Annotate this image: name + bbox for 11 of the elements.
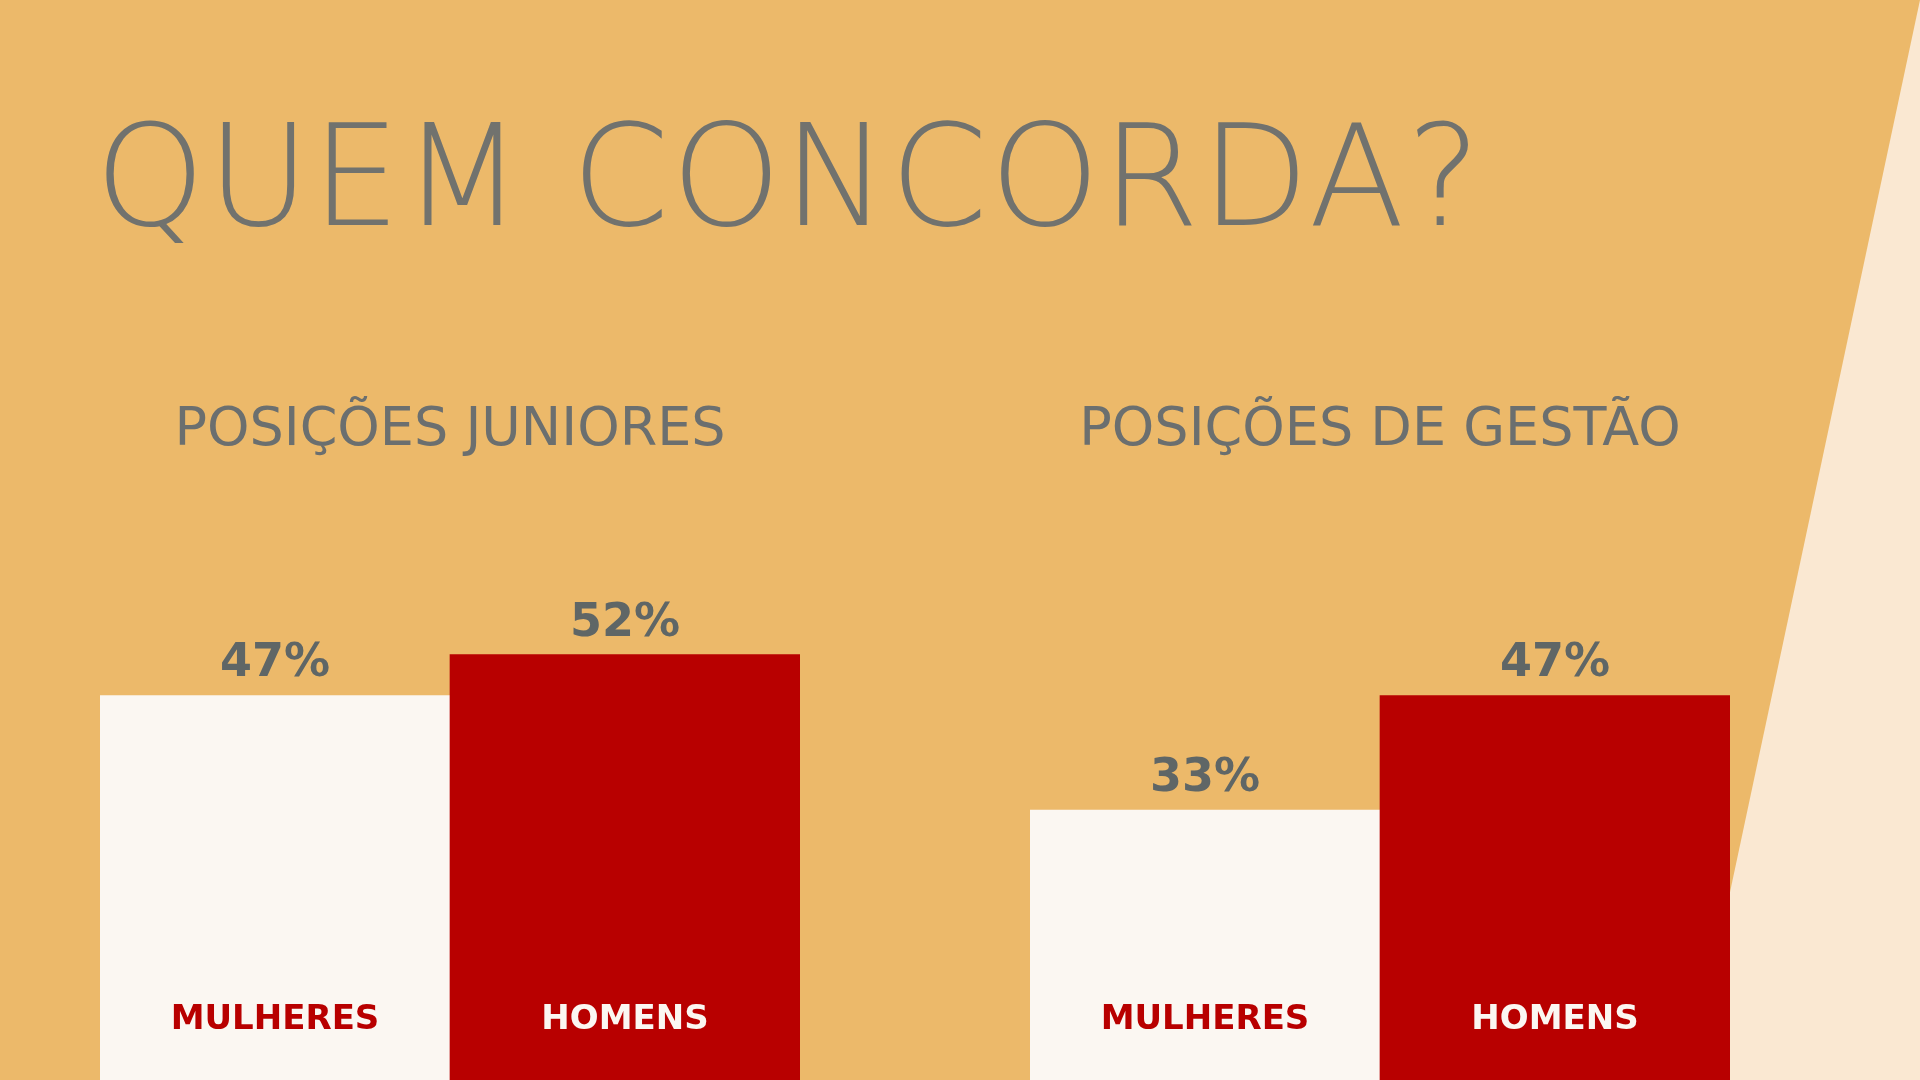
chart-title: QUEM CONCORDA? — [95, 95, 1483, 258]
chart-subtitle: POSIÇÕES DE GESTÃO — [1078, 395, 1682, 458]
x-tick-label: MULHERES — [1100, 996, 1310, 1037]
x-tick-label: HOMENS — [1471, 996, 1639, 1037]
data-label: 47% — [219, 633, 331, 688]
chart-subtitle: POSIÇÕES JUNIORES — [173, 395, 727, 458]
x-tick-label: HOMENS — [541, 996, 709, 1037]
x-tick-label: MULHERES — [170, 996, 380, 1037]
data-label: 33% — [1149, 747, 1261, 802]
data-label: 47% — [1499, 633, 1611, 688]
data-label: 52% — [569, 592, 681, 647]
